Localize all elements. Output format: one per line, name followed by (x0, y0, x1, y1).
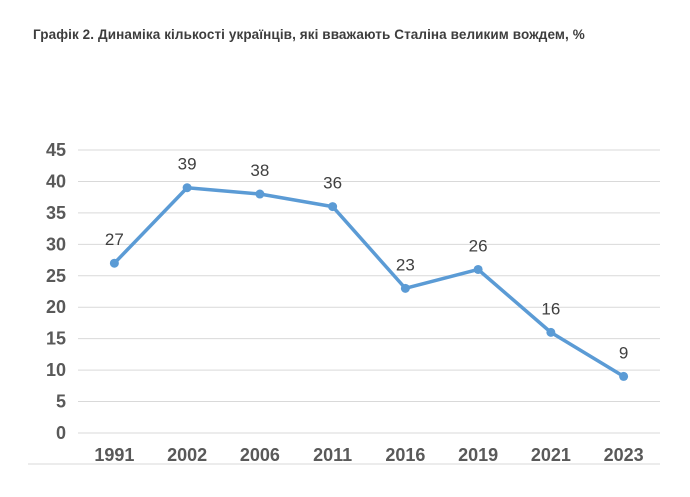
x-axis-tick-label: 2006 (240, 445, 280, 465)
data-label: 39 (178, 155, 197, 174)
data-label: 27 (105, 230, 124, 249)
data-label: 23 (396, 255, 415, 274)
y-axis-tick-label: 45 (46, 140, 66, 160)
y-axis-tick-label: 25 (46, 266, 66, 286)
chart-title: Графік 2. Динаміка кількості українців, … (33, 27, 585, 42)
data-point-marker (619, 371, 629, 381)
y-axis-tick-label: 35 (46, 203, 66, 223)
y-axis-tick-label: 30 (46, 234, 66, 254)
x-axis-tick-label: 2016 (385, 445, 425, 465)
x-axis-tick-label: 1991 (94, 445, 134, 465)
y-axis-tick-label: 0 (56, 423, 66, 443)
x-axis-tick-label: 2021 (531, 445, 571, 465)
data-point-marker (182, 183, 192, 193)
data-label: 36 (323, 174, 342, 193)
y-axis-tick-label: 5 (56, 392, 66, 412)
series-line (112, 185, 626, 379)
y-axis-tick-label: 40 (46, 171, 66, 191)
data-label: 16 (541, 299, 560, 318)
data-label: 38 (250, 161, 269, 180)
data-point-marker (255, 189, 265, 199)
data-label: 9 (619, 343, 628, 362)
x-axis-tick-label: 2002 (167, 445, 207, 465)
x-axis-tick-label: 2023 (604, 445, 644, 465)
data-point-marker (109, 258, 119, 268)
y-axis-tick-label: 10 (46, 360, 66, 380)
data-point-marker (473, 264, 483, 274)
x-axis-tick-label: 2011 (313, 445, 352, 465)
data-label: 26 (469, 236, 488, 255)
x-axis-tick-label: 2019 (458, 445, 498, 465)
y-axis-tick-label: 15 (46, 329, 66, 349)
data-point-marker (546, 327, 556, 337)
y-axis-tick-label: 20 (46, 297, 66, 317)
data-point-marker (328, 202, 338, 212)
data-point-marker (400, 283, 410, 293)
